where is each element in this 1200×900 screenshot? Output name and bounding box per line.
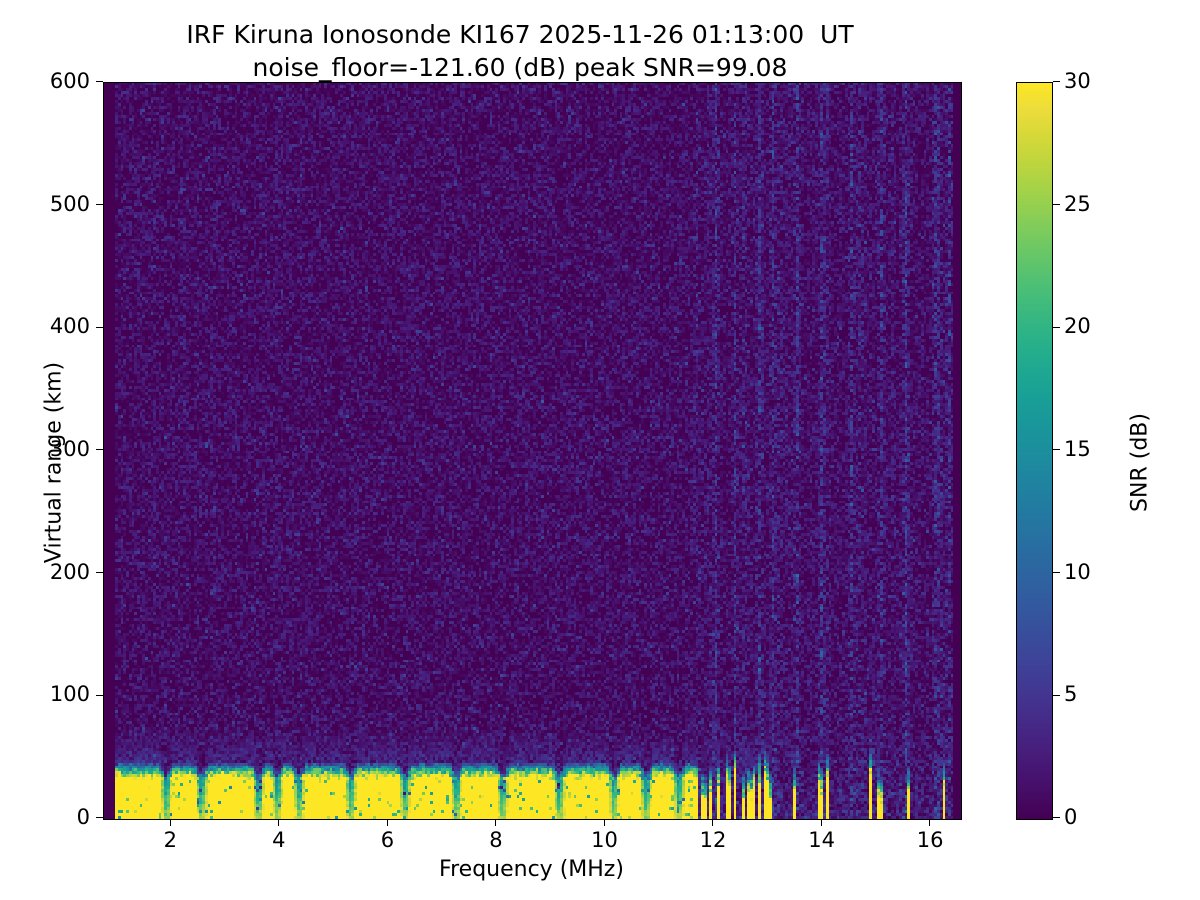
x-tick-mark <box>169 819 171 826</box>
x-tick-label: 14 <box>808 828 835 852</box>
colorbar-tick-mark <box>1053 694 1060 696</box>
page-title: IRF Kiruna Ionosonde KI167 2025-11-26 01… <box>0 18 1040 84</box>
x-tick-label: 12 <box>699 828 727 852</box>
colorbar-tick-mark <box>1053 204 1060 206</box>
colorbar-tick-label: 30 <box>1064 69 1091 93</box>
colorbar-tick-mark <box>1053 326 1060 328</box>
colorbar-gradient <box>1017 83 1052 819</box>
y-tick-mark <box>96 449 103 451</box>
y-tick-label: 500 <box>49 191 90 216</box>
x-tick-label: 8 <box>489 828 503 852</box>
y-tick-mark <box>96 817 103 819</box>
y-tick-mark <box>96 204 103 206</box>
x-tick-mark <box>712 819 714 826</box>
x-tick-mark <box>929 819 931 826</box>
y-tick-label: 300 <box>49 437 90 461</box>
x-tick-mark <box>603 819 605 826</box>
ionogram-heatmap <box>104 83 961 819</box>
colorbar-tick-label: 10 <box>1064 559 1091 584</box>
y-tick-mark <box>96 81 103 83</box>
x-tick-label: 10 <box>591 828 618 852</box>
y-axis-label: Virtual range (km) <box>41 361 67 564</box>
title-line-1: IRF Kiruna Ionosonde KI167 2025-11-26 01… <box>186 20 854 49</box>
colorbar-tick-label: 15 <box>1064 437 1091 461</box>
y-tick-label: 600 <box>49 69 90 93</box>
colorbar <box>1016 82 1053 820</box>
title-line-2: noise_floor=-121.60 (dB) peak SNR=99.08 <box>252 53 788 82</box>
x-tick-mark <box>820 819 822 826</box>
colorbar-tick-mark <box>1053 81 1060 83</box>
colorbar-tick-label: 20 <box>1064 314 1091 339</box>
y-tick-label: 0 <box>76 805 90 829</box>
colorbar-tick-label: 25 <box>1064 191 1091 216</box>
y-tick-mark <box>96 572 103 574</box>
colorbar-tick-label: 0 <box>1064 805 1078 829</box>
y-tick-mark <box>96 694 103 696</box>
x-tick-label: 16 <box>916 828 944 852</box>
y-tick-label: 400 <box>49 314 90 339</box>
y-tick-label: 100 <box>49 682 90 707</box>
x-tick-mark <box>386 819 388 826</box>
colorbar-label: SNR (dB) <box>1127 413 1153 512</box>
colorbar-tick-mark <box>1053 572 1060 574</box>
x-tick-mark <box>278 819 280 826</box>
colorbar-tick-label: 5 <box>1064 682 1078 707</box>
x-tick-label: 6 <box>380 828 395 852</box>
colorbar-tick-mark <box>1053 817 1060 819</box>
x-tick-mark <box>495 819 497 826</box>
x-tick-label: 4 <box>272 828 286 852</box>
y-tick-mark <box>96 326 103 328</box>
x-tick-label: 2 <box>163 828 177 852</box>
plot-axes <box>103 82 962 820</box>
y-tick-label: 200 <box>49 559 90 584</box>
colorbar-tick-mark <box>1053 449 1060 451</box>
x-axis-label: Frequency (MHz) <box>439 857 624 882</box>
